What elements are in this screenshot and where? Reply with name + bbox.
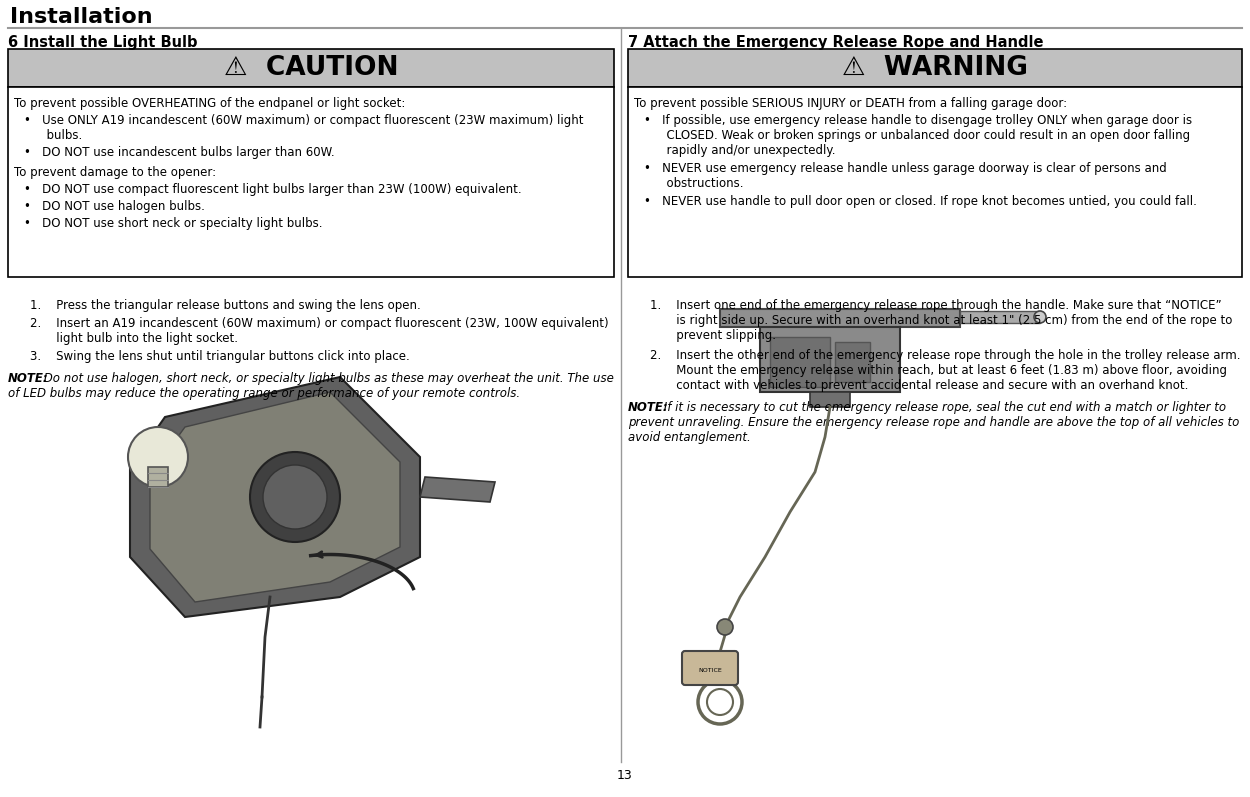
Text: NOTE:: NOTE: bbox=[8, 372, 49, 385]
Bar bbox=[148, 467, 168, 487]
Text: To prevent possible SERIOUS INJURY or DEATH from a falling garage door:: To prevent possible SERIOUS INJURY or DE… bbox=[634, 97, 1068, 110]
Text: To prevent damage to the opener:: To prevent damage to the opener: bbox=[14, 166, 216, 179]
Text: •   DO NOT use short neck or specialty light bulbs.: • DO NOT use short neck or specialty lig… bbox=[24, 217, 322, 230]
Bar bbox=[628, 49, 1242, 87]
Bar bbox=[835, 342, 870, 382]
Text: •   NEVER use handle to pull door open or closed. If rope knot becomes untied, y: • NEVER use handle to pull door open or … bbox=[644, 195, 1198, 208]
Text: If it is necessary to cut the emergency release rope, seal the cut end with a ma: If it is necessary to cut the emergency … bbox=[660, 401, 1226, 414]
Text: ⚠  WARNING: ⚠ WARNING bbox=[842, 55, 1028, 81]
Text: is right side up. Secure with an overhand knot at least 1" (2.5 cm) from the end: is right side up. Secure with an overhan… bbox=[650, 314, 1232, 327]
Polygon shape bbox=[420, 477, 495, 502]
Text: 3.    Swing the lens shut until triangular buttons click into place.: 3. Swing the lens shut until triangular … bbox=[30, 350, 410, 363]
Text: 1.    Insert one end of the emergency release rope through the handle. Make sure: 1. Insert one end of the emergency relea… bbox=[650, 299, 1221, 312]
Text: avoid entanglement.: avoid entanglement. bbox=[628, 431, 751, 444]
Text: To prevent possible OVERHEATING of the endpanel or light socket:: To prevent possible OVERHEATING of the e… bbox=[14, 97, 405, 110]
Bar bbox=[960, 311, 1040, 323]
Text: 1.    Press the triangular release buttons and swing the lens open.: 1. Press the triangular release buttons … bbox=[30, 299, 421, 312]
Text: obstructions.: obstructions. bbox=[644, 177, 744, 190]
Bar bbox=[760, 327, 900, 392]
Circle shape bbox=[718, 619, 732, 635]
Text: 2.    Insert an A19 incandescent (60W maximum) or compact fluorescent (23W, 100W: 2. Insert an A19 incandescent (60W maxim… bbox=[30, 317, 609, 330]
Text: Installation: Installation bbox=[10, 7, 152, 27]
Text: NOTICE: NOTICE bbox=[698, 669, 722, 673]
Circle shape bbox=[1034, 311, 1046, 323]
Text: prevent unraveling. Ensure the emergency release rope and handle are above the t: prevent unraveling. Ensure the emergency… bbox=[628, 416, 1240, 429]
Circle shape bbox=[250, 452, 340, 542]
Polygon shape bbox=[150, 392, 400, 602]
Text: Mount the emergency release within reach, but at least 6 feet (1.83 m) above flo: Mount the emergency release within reach… bbox=[650, 364, 1228, 377]
Polygon shape bbox=[130, 377, 420, 617]
Text: 7 Attach the Emergency Release Rope and Handle: 7 Attach the Emergency Release Rope and … bbox=[628, 35, 1044, 50]
Text: light bulb into the light socket.: light bulb into the light socket. bbox=[30, 332, 238, 345]
Polygon shape bbox=[810, 392, 850, 407]
Text: ⚠  CAUTION: ⚠ CAUTION bbox=[224, 55, 399, 81]
Text: contact with vehicles to prevent accidental release and secure with an overhand : contact with vehicles to prevent acciden… bbox=[650, 379, 1189, 392]
Bar bbox=[8, 49, 614, 87]
Text: bulbs.: bulbs. bbox=[24, 129, 82, 142]
Circle shape bbox=[262, 465, 328, 529]
Text: •   Use ONLY A19 incandescent (60W maximum) or compact fluorescent (23W maximum): • Use ONLY A19 incandescent (60W maximum… bbox=[24, 114, 584, 127]
Text: •   DO NOT use compact fluorescent light bulbs larger than 23W (100W) equivalent: • DO NOT use compact fluorescent light b… bbox=[24, 183, 521, 196]
Text: Do not use halogen, short neck, or specialty light bulbs as these may overheat t: Do not use halogen, short neck, or speci… bbox=[40, 372, 614, 385]
Text: rapidly and/or unexpectedly.: rapidly and/or unexpectedly. bbox=[644, 144, 835, 157]
Text: CLOSED. Weak or broken springs or unbalanced door could result in an open door f: CLOSED. Weak or broken springs or unbala… bbox=[644, 129, 1190, 142]
Text: prevent slipping.: prevent slipping. bbox=[650, 329, 776, 342]
Text: 13: 13 bbox=[618, 769, 632, 782]
Bar bbox=[8, 87, 614, 277]
Text: •   DO NOT use halogen bulbs.: • DO NOT use halogen bulbs. bbox=[24, 200, 205, 213]
Bar bbox=[720, 309, 960, 327]
Text: •   If possible, use emergency release handle to disengage trolley ONLY when gar: • If possible, use emergency release han… bbox=[644, 114, 1192, 127]
Text: NOTE:: NOTE: bbox=[628, 401, 669, 414]
Bar bbox=[628, 87, 1242, 277]
Text: •   DO NOT use incandescent bulbs larger than 60W.: • DO NOT use incandescent bulbs larger t… bbox=[24, 146, 335, 159]
Text: 2.    Insert the other end of the emergency release rope through the hole in the: 2. Insert the other end of the emergency… bbox=[650, 349, 1240, 362]
Bar bbox=[770, 337, 830, 387]
Text: of LED bulbs may reduce the operating range or performance of your remote contro: of LED bulbs may reduce the operating ra… bbox=[8, 387, 520, 400]
Text: •   NEVER use emergency release handle unless garage doorway is clear of persons: • NEVER use emergency release handle unl… bbox=[644, 162, 1166, 175]
FancyBboxPatch shape bbox=[682, 651, 737, 685]
Text: 6 Install the Light Bulb: 6 Install the Light Bulb bbox=[8, 35, 198, 50]
Circle shape bbox=[127, 427, 188, 487]
